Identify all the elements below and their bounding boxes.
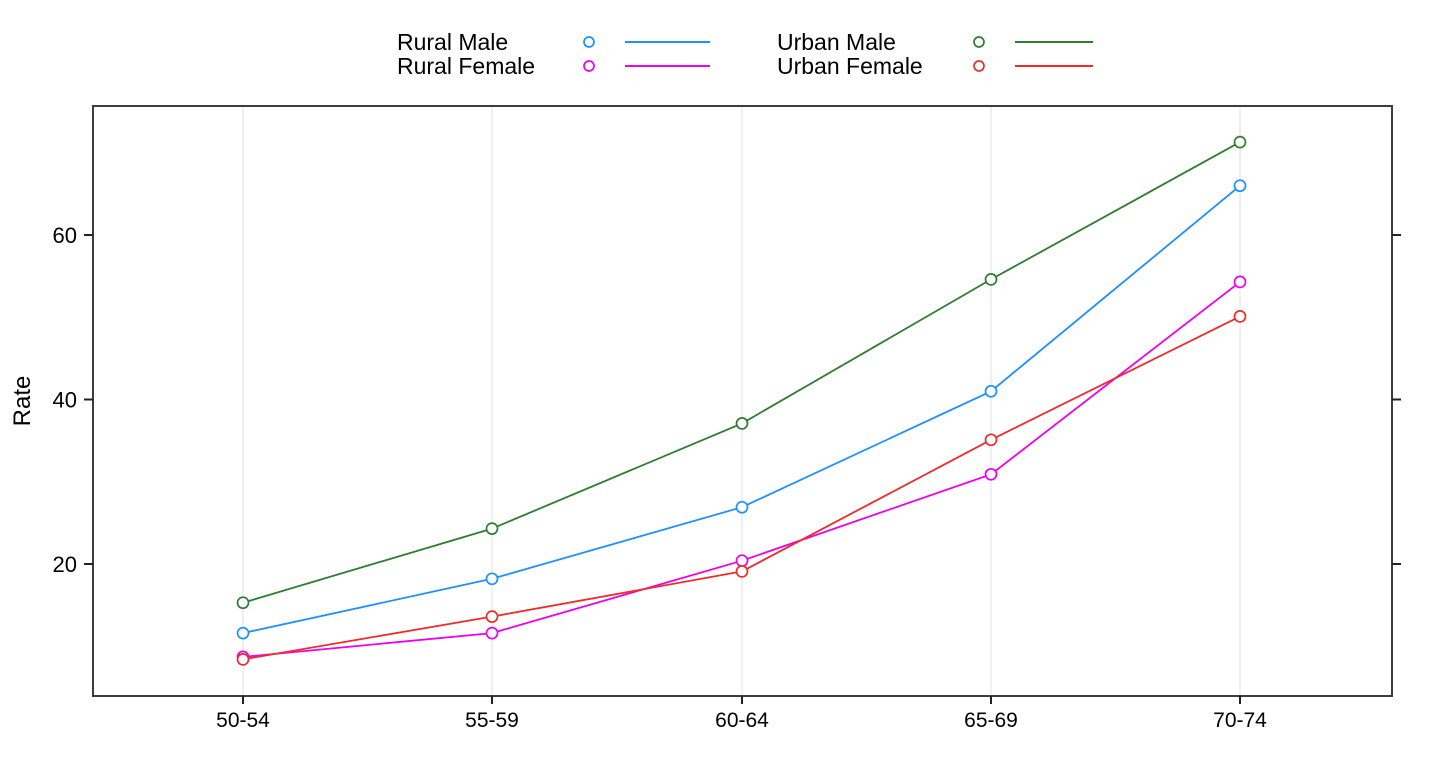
data-point-marker-urban-female — [485, 610, 499, 623]
y-tick-label: 40 — [53, 388, 77, 413]
legend-marker-icon-urban-female — [973, 60, 985, 72]
tick-labels-layer: 20 40 60 50-54 55-59 60-64 65-69 70-74 — [53, 223, 1268, 732]
data-point-marker-urban-male — [984, 273, 998, 286]
legend-label-urban-female: Urban Female — [777, 53, 923, 79]
x-tick-label: 60-64 — [715, 709, 769, 732]
gridlines-layer — [242, 107, 1241, 695]
y-axis-title: Rate — [9, 376, 36, 427]
x-tick-label: 55-59 — [465, 709, 519, 732]
data-point-marker-rural-male — [485, 572, 499, 586]
data-point-marker-urban-female — [735, 565, 749, 578]
y-tick-label: 60 — [53, 223, 77, 248]
data-point-marker-rural-female — [735, 554, 749, 568]
legend-marker-icon-urban-male — [973, 36, 985, 48]
data-point-marker-urban-female — [984, 433, 998, 447]
data-point-marker-rural-male — [1233, 179, 1247, 193]
data-point-marker-urban-male — [1233, 135, 1247, 149]
data-point-marker-urban-male — [735, 417, 749, 430]
legend-marker-icon-rural-female — [583, 60, 595, 72]
legend-label-rural-female: Rural Female — [397, 53, 535, 79]
data-point-marker-urban-female — [1233, 310, 1247, 323]
data-point-marker-rural-male — [984, 384, 998, 398]
data-point-marker-rural-male — [735, 500, 749, 514]
legend: Rural Male Rural Female Urban Male Urban… — [397, 29, 1093, 79]
data-point-marker-urban-male — [236, 596, 250, 610]
x-tick-label: 50-54 — [216, 709, 270, 732]
ticks-layer — [84, 234, 1401, 704]
data-point-marker-urban-female — [236, 653, 250, 666]
data-point-marker-rural-male — [236, 626, 250, 640]
series-layer — [236, 135, 1247, 666]
legend-symbols — [583, 36, 1093, 72]
x-tick-label: 70-74 — [1213, 709, 1267, 732]
data-point-marker-urban-male — [485, 522, 499, 535]
legend-label-urban-male: Urban Male — [777, 29, 896, 55]
data-point-marker-rural-female — [984, 467, 998, 481]
legend-label-rural-male: Rural Male — [397, 29, 508, 55]
legend-marker-icon-rural-male — [583, 36, 595, 48]
y-tick-label: 20 — [53, 552, 77, 577]
data-point-marker-rural-female — [1233, 275, 1247, 289]
x-tick-label: 65-69 — [964, 709, 1018, 732]
data-point-marker-rural-female — [485, 626, 499, 640]
